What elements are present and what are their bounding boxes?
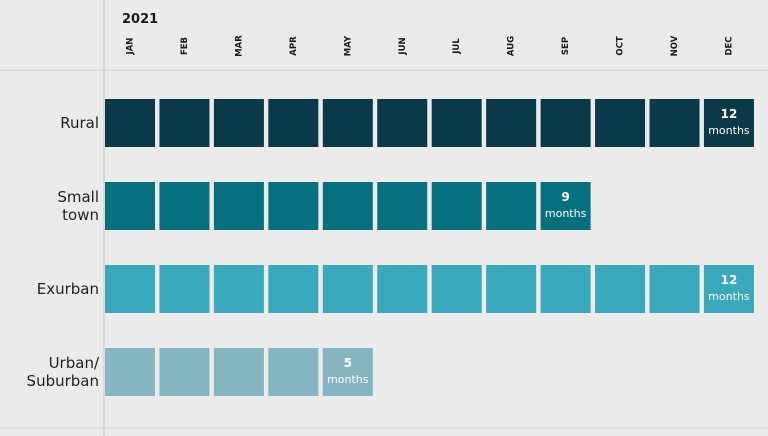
unit-label: months: [708, 290, 750, 303]
month-label: FEB: [180, 37, 190, 55]
unit-label: months: [327, 373, 369, 386]
month-cell: [268, 182, 319, 230]
month-label: AUG: [507, 36, 517, 56]
category-label: Exurban: [37, 280, 99, 298]
year-label: 2021: [122, 12, 158, 27]
month-cell: [377, 265, 428, 313]
month-label: MAY: [343, 35, 353, 56]
unit-label: months: [708, 124, 750, 137]
month-label: JAN: [126, 38, 136, 56]
month-cell: [377, 182, 428, 230]
month-cell: [595, 99, 646, 147]
month-cell: [159, 265, 210, 313]
value-label: 12: [721, 273, 738, 287]
month-cell: [268, 99, 319, 147]
month-cell: [105, 182, 155, 230]
month-label: NOV: [670, 35, 680, 56]
month-cell: [377, 99, 428, 147]
category-label: Urban/Suburban: [27, 354, 100, 390]
month-row: [105, 348, 373, 396]
category-label: Rural: [60, 114, 99, 132]
month-cell: [649, 265, 700, 313]
month-label: OCT: [616, 36, 626, 55]
value-label: 9: [561, 190, 569, 204]
month-cell: [703, 99, 754, 147]
month-cell: [649, 99, 700, 147]
month-cell: [213, 99, 264, 147]
value-label: 5: [344, 356, 352, 370]
month-cell: [486, 182, 537, 230]
month-cell: [213, 265, 264, 313]
month-cell: [159, 182, 210, 230]
month-cell: [322, 99, 373, 147]
month-row: [105, 99, 754, 147]
month-cell: [159, 348, 210, 396]
month-cell: [213, 182, 264, 230]
month-cell: [268, 348, 319, 396]
month-cell: [159, 99, 210, 147]
month-cell: [486, 265, 537, 313]
month-cell: [540, 182, 591, 230]
month-cell: [322, 182, 373, 230]
month-row: [105, 182, 591, 230]
month-cell: [431, 182, 482, 230]
value-label: 12: [721, 107, 738, 121]
month-label: JUN: [398, 37, 408, 55]
month-cell: [105, 265, 155, 313]
month-label: DEC: [724, 36, 734, 55]
month-cell: [703, 265, 754, 313]
month-cell: [213, 348, 264, 396]
month-cell: [105, 99, 155, 147]
month-label: APR: [289, 36, 299, 56]
month-row: [105, 265, 754, 313]
month-cell: [431, 99, 482, 147]
month-cell: [268, 265, 319, 313]
month-cell: [595, 265, 646, 313]
month-cell: [486, 99, 537, 147]
month-cell: [431, 265, 482, 313]
month-cell: [540, 99, 591, 147]
month-label: SEP: [561, 37, 571, 55]
month-cell: [322, 348, 373, 396]
month-cell: [322, 265, 373, 313]
category-label: Small town: [57, 188, 99, 224]
unit-label: months: [545, 207, 587, 220]
month-cell: [540, 265, 591, 313]
month-label: JUL: [452, 38, 462, 55]
month-cell: [105, 348, 155, 396]
month-label: MAR: [234, 35, 244, 57]
